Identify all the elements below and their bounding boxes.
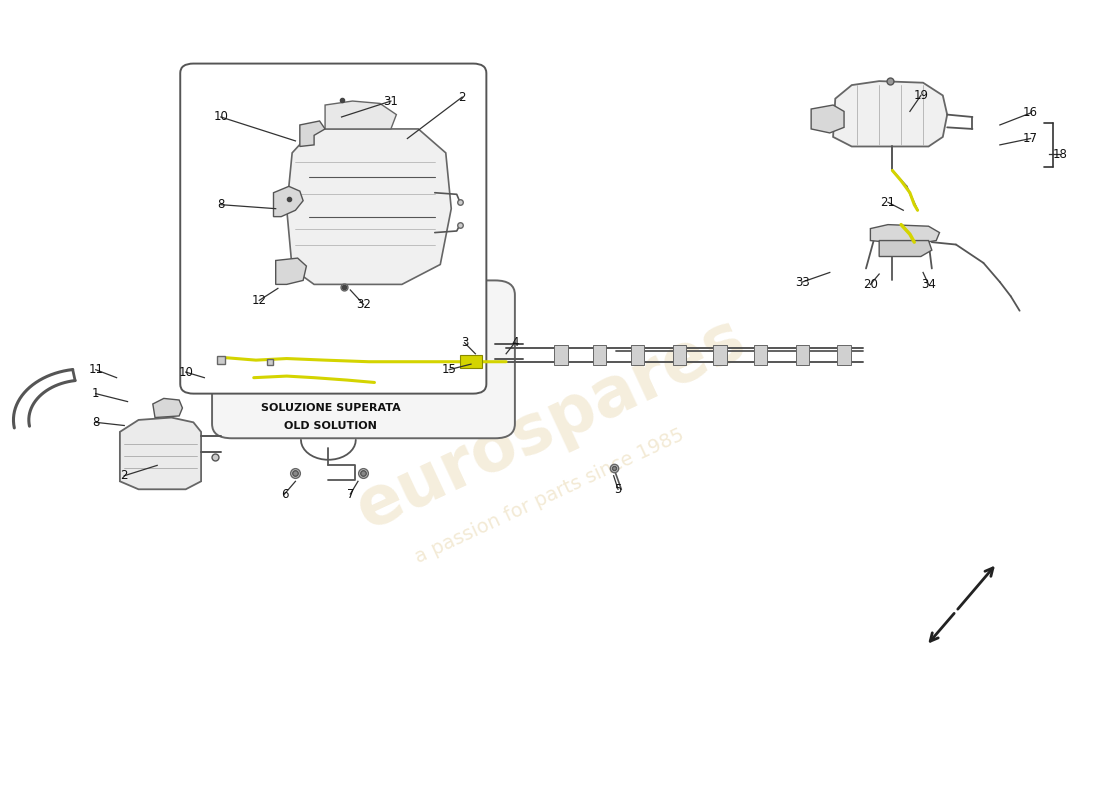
Bar [714,345,727,365]
Polygon shape [120,418,201,490]
Text: 18: 18 [1053,148,1068,161]
Bar [795,345,808,365]
Text: 19: 19 [913,89,928,102]
Text: 11: 11 [88,363,103,376]
Bar [631,345,645,365]
Text: 32: 32 [356,298,371,311]
Text: eurospares: eurospares [345,305,755,543]
Bar [593,345,606,365]
Text: a passion for parts since 1985: a passion for parts since 1985 [412,425,688,566]
Polygon shape [287,129,451,285]
Text: 7: 7 [346,487,354,501]
Bar [554,345,568,365]
Text: 21: 21 [880,196,895,209]
Bar [673,345,686,365]
Text: 31: 31 [384,94,398,107]
Polygon shape [870,225,939,245]
Text: 2: 2 [121,470,128,482]
Bar [837,345,850,365]
Polygon shape [276,258,307,285]
Text: OLD SOLUTION: OLD SOLUTION [284,421,377,430]
Polygon shape [300,121,326,146]
Polygon shape [879,241,932,257]
Text: 20: 20 [864,278,878,291]
Text: 4: 4 [512,336,518,349]
Text: 33: 33 [795,275,810,289]
Text: 6: 6 [280,487,288,501]
Text: 3: 3 [461,336,469,349]
Bar [460,355,482,368]
Text: 34: 34 [921,278,936,291]
Text: 10: 10 [178,366,194,378]
Text: 16: 16 [1023,106,1038,119]
Text: SOLUZIONE SUPERATA: SOLUZIONE SUPERATA [261,403,400,413]
Text: 12: 12 [252,294,266,307]
Text: 10: 10 [213,110,229,123]
Polygon shape [833,81,947,146]
Text: 17: 17 [1023,132,1038,145]
Text: 1: 1 [92,387,99,400]
Text: 15: 15 [441,363,456,376]
Text: 8: 8 [217,198,224,211]
Polygon shape [326,101,396,129]
FancyBboxPatch shape [180,63,486,394]
FancyBboxPatch shape [212,281,515,438]
Polygon shape [811,105,844,133]
Bar [755,345,767,365]
Polygon shape [274,186,304,217]
Polygon shape [153,398,183,418]
Text: 2: 2 [459,90,466,103]
Text: 5: 5 [614,482,622,496]
Text: 8: 8 [92,416,99,429]
